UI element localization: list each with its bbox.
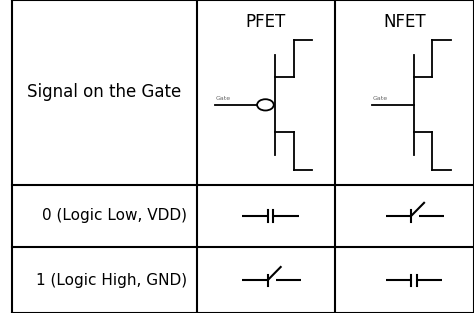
Text: 1 (Logic High, GND): 1 (Logic High, GND) [36,273,187,288]
Text: Gate: Gate [216,96,231,101]
Text: Signal on the Gate: Signal on the Gate [27,83,181,101]
Text: 0 (Logic Low, VDD): 0 (Logic Low, VDD) [42,208,187,223]
Text: NFET: NFET [383,13,426,31]
Text: PFET: PFET [246,13,286,31]
Text: Gate: Gate [372,96,387,101]
